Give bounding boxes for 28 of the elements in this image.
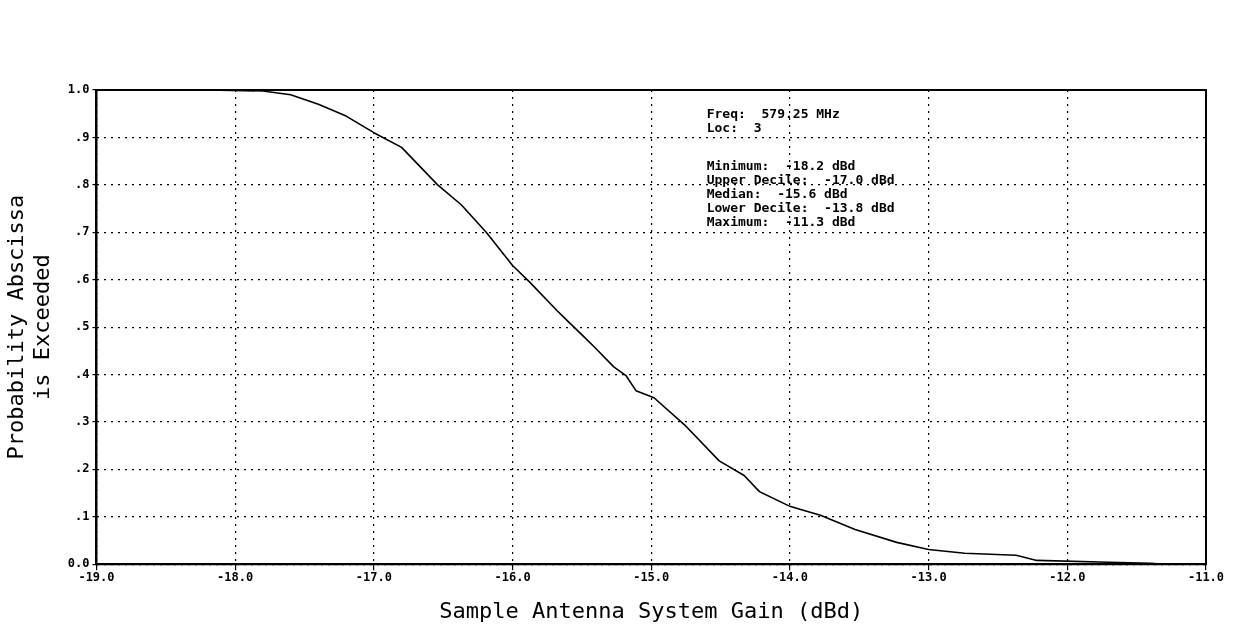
- y-tick-label: 1.0: [67, 82, 90, 97]
- x-tick-label: -15.0: [633, 569, 670, 584]
- x-axis-title: Sample Antenna System Gain (dBd): [439, 597, 864, 623]
- annotation: Minimum: -18.2 dBd: [706, 157, 856, 173]
- y-axis-title: Probability Abscissa is Exceeded: [2, 194, 55, 460]
- y-tick-label: .4: [75, 366, 90, 381]
- annotation: Upper Decile: -17.0 dBd: [706, 171, 895, 187]
- x-tick-label: -14.0: [771, 569, 808, 584]
- x-tick-label: -13.0: [910, 569, 947, 584]
- x-tick-label: -16.0: [494, 569, 531, 584]
- annotation: Freq: 579.25 MHz: [706, 105, 840, 121]
- x-tick-label: -11.0: [1187, 569, 1225, 584]
- y-tick-label: .3: [75, 414, 90, 429]
- x-tick-label: -18.0: [217, 569, 254, 584]
- y-tick-label: .9: [75, 129, 90, 144]
- y-tick-label: .2: [75, 461, 90, 476]
- annotation: Median: -15.6 dBd: [706, 185, 848, 201]
- y-tick-label: .7: [75, 224, 90, 239]
- y-tick-label: .6: [75, 271, 90, 286]
- y-tick-label: .1: [75, 508, 90, 523]
- y-tick-label: .8: [75, 176, 90, 191]
- x-tick-label: -19.0: [78, 569, 115, 584]
- annotation: Maximum: -11.3 dBd: [706, 213, 856, 229]
- x-tick-label: -17.0: [355, 569, 392, 584]
- annotation: Lower Decile: -13.8 dBd: [706, 199, 895, 215]
- y-tick-label: 0.0: [67, 556, 90, 571]
- x-tick-label: -12.0: [1049, 569, 1086, 584]
- y-tick-label: .5: [75, 319, 90, 334]
